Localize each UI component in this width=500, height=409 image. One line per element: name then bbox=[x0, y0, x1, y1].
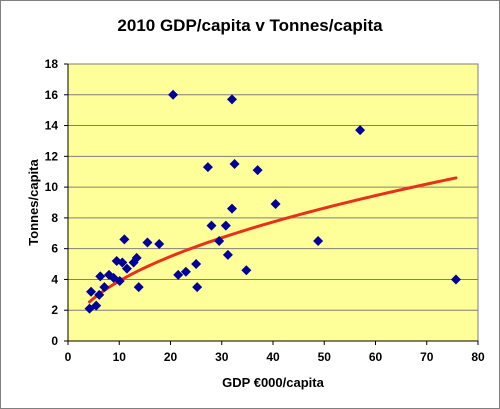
data-point bbox=[252, 165, 263, 176]
data-point bbox=[86, 286, 97, 297]
data-point bbox=[192, 282, 203, 293]
y-tick-label: 10 bbox=[45, 180, 59, 194]
data-point bbox=[270, 199, 281, 210]
y-tick-label: 2 bbox=[51, 303, 58, 317]
data-point bbox=[154, 239, 165, 250]
data-point bbox=[191, 259, 202, 270]
data-point bbox=[121, 263, 132, 274]
x-tick-label: 20 bbox=[164, 350, 178, 364]
data-point bbox=[214, 235, 225, 246]
data-point bbox=[241, 265, 252, 276]
data-point bbox=[173, 269, 184, 280]
x-tick-label: 30 bbox=[215, 350, 229, 364]
y-tick-label: 18 bbox=[45, 57, 59, 71]
data-point bbox=[131, 252, 142, 263]
y-tick-label: 12 bbox=[45, 149, 59, 163]
x-tick-label: 40 bbox=[266, 350, 280, 364]
x-tick-labels: 0 10 20 30 40 50 60 70 80 bbox=[65, 350, 485, 364]
trend-line bbox=[88, 176, 458, 304]
data-point bbox=[95, 271, 106, 282]
data-point bbox=[94, 289, 105, 300]
data-point bbox=[119, 234, 130, 245]
data-point bbox=[355, 125, 366, 136]
data-point bbox=[227, 203, 237, 214]
data-point bbox=[227, 94, 237, 105]
data-point bbox=[180, 266, 191, 277]
x-tick-label: 0 bbox=[65, 350, 72, 364]
x-tick-label: 70 bbox=[420, 350, 434, 364]
x-tick-label: 50 bbox=[318, 350, 332, 364]
data-point bbox=[114, 275, 125, 286]
data-points bbox=[84, 89, 461, 314]
data-point bbox=[229, 159, 240, 170]
chart-title: 2010 GDP/capita v Tonnes/capita bbox=[117, 16, 383, 35]
data-point bbox=[168, 89, 179, 100]
y-tick-labels: 0 2 4 6 8 10 12 14 16 18 bbox=[45, 57, 59, 348]
y-tick-label: 6 bbox=[51, 242, 58, 256]
data-point bbox=[313, 235, 324, 246]
x-tick-label: 60 bbox=[369, 350, 383, 364]
data-point bbox=[206, 220, 217, 231]
data-point bbox=[133, 282, 144, 293]
data-point bbox=[99, 282, 110, 293]
x-axis-label: GDP €000/capita bbox=[222, 375, 324, 390]
y-tick-label: 14 bbox=[45, 119, 59, 133]
data-point bbox=[202, 162, 213, 173]
y-tick-label: 16 bbox=[45, 88, 59, 102]
data-point bbox=[142, 237, 153, 248]
data-point bbox=[450, 274, 461, 285]
y-tick-label: 4 bbox=[51, 272, 58, 286]
y-axis-label: Tonnes/capita bbox=[26, 159, 41, 246]
data-point bbox=[91, 300, 102, 311]
x-tick-label: 80 bbox=[471, 350, 485, 364]
gridlines bbox=[68, 63, 478, 311]
x-tick-label: 10 bbox=[113, 350, 127, 364]
y-tick-label: 0 bbox=[51, 334, 58, 348]
data-point bbox=[220, 220, 231, 231]
data-point bbox=[222, 249, 233, 260]
data-point bbox=[117, 257, 128, 268]
axes bbox=[64, 63, 479, 345]
y-tick-label: 8 bbox=[51, 211, 58, 225]
